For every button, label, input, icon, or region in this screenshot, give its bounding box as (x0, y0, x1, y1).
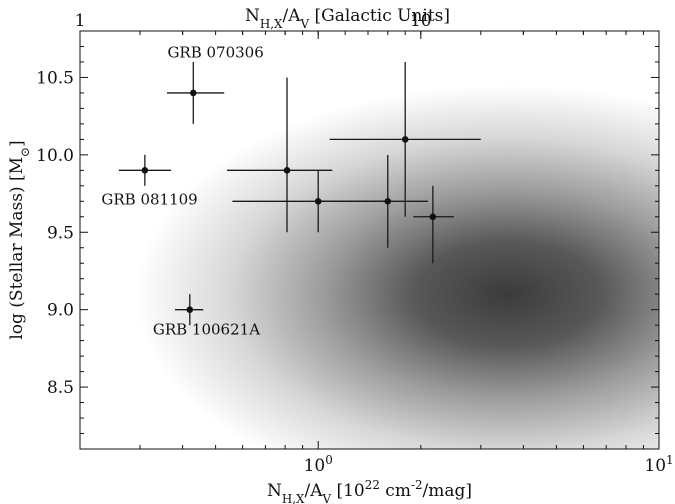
point-annotation: GRB 081109 (101, 190, 197, 208)
point-annotation: GRB 100621A (153, 320, 260, 338)
density-background (135, 84, 659, 449)
data-point (429, 213, 437, 221)
x-tick-label: 100 (304, 453, 333, 476)
y-tick-label: 10.0 (36, 146, 74, 166)
y-tick-label: 9.5 (47, 223, 74, 243)
y-tick-label: 9.0 (47, 301, 74, 321)
data-points (141, 89, 437, 313)
annotations: GRB 070306 GRB 081109 GRB 100621A (101, 43, 263, 338)
top-tick-label: 1 (75, 11, 86, 31)
top-tick-label: 10 (410, 11, 432, 31)
data-point (141, 167, 149, 174)
y-axis-label: log (Stellar Mass) [M⊙] (7, 140, 32, 339)
top-axis-label: NH,X/AV [Galactic Units] (245, 6, 450, 31)
data-point (384, 197, 392, 205)
y-tick-label: 10.5 (36, 68, 74, 88)
data-point (283, 167, 291, 174)
data-point (314, 197, 322, 205)
data-point (186, 306, 194, 313)
tick-marks (79, 30, 660, 450)
tick-labels: 100 101 8.5 9.0 9.5 10.0 10.5 1 10 (36, 11, 673, 476)
x-axis-label: NH,X/AV [1022 cm-2/mag] (267, 478, 472, 504)
point-annotation: GRB 070306 (167, 43, 263, 61)
x-tick-label: 101 (644, 453, 673, 476)
plot-frame (79, 30, 660, 450)
density-ellipse (135, 84, 659, 449)
y-tick-label: 8.5 (47, 378, 74, 398)
data-point (189, 89, 197, 97)
data-point (401, 136, 409, 143)
